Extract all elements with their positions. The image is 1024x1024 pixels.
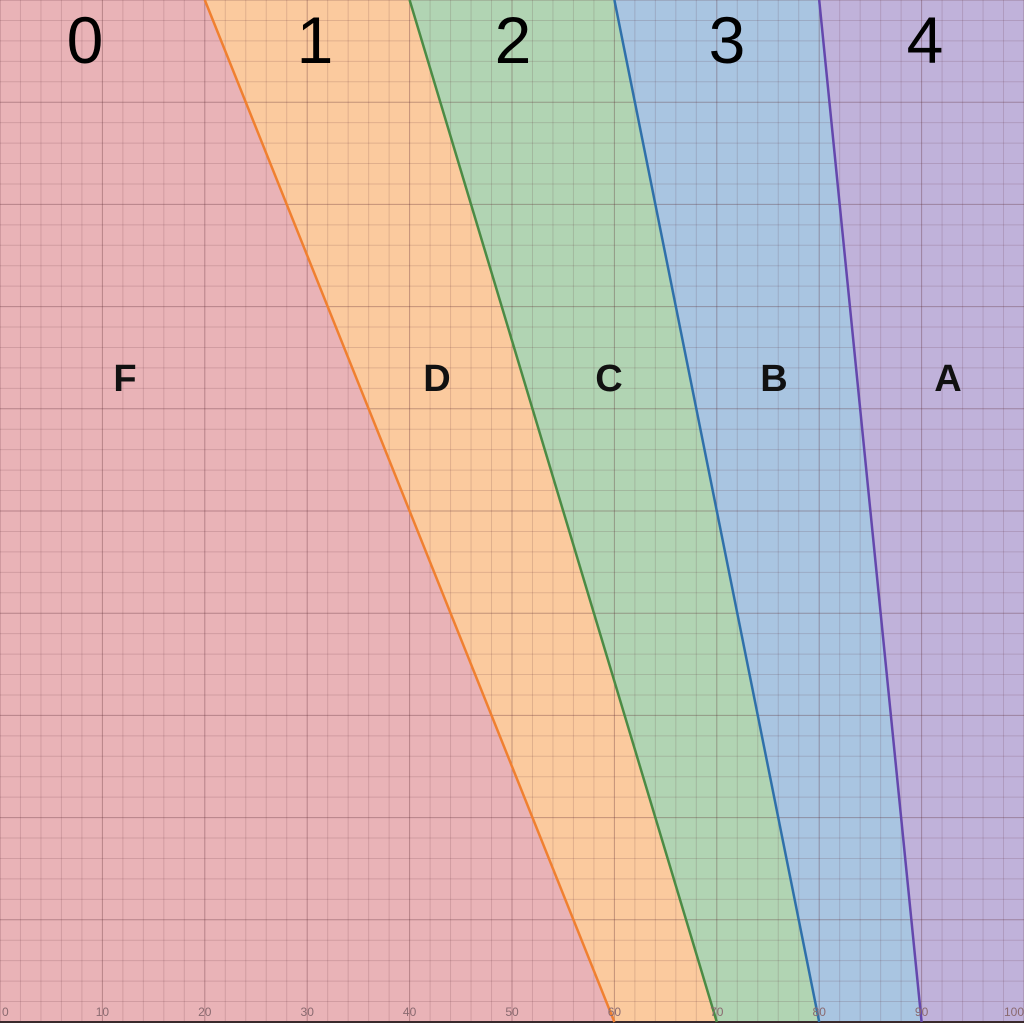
boundary-line-4 [817, 0, 923, 1023]
x-tick-label: 100 [1004, 1005, 1024, 1019]
x-tick-label: 0 [2, 1005, 9, 1019]
boundary-line-3 [613, 0, 821, 1023]
boundary-line-2 [408, 0, 718, 1023]
region-grade-label: A [934, 358, 961, 400]
x-tick-label: 10 [96, 1005, 110, 1019]
region-number-label: 3 [709, 3, 746, 77]
region-C [409, 0, 820, 1022]
x-tick-label: 30 [301, 1005, 315, 1019]
x-tick-label: 40 [403, 1005, 417, 1019]
region-number-label: 4 [907, 3, 944, 77]
region-grade-label: B [760, 358, 787, 400]
x-tick-label: 20 [198, 1005, 212, 1019]
x-tick-label: 70 [710, 1005, 724, 1019]
x-tick-label: 50 [505, 1005, 519, 1019]
boundary-line-1 [203, 0, 616, 1023]
region-grade-label: F [113, 358, 136, 400]
region-grade-label: C [595, 358, 622, 400]
region-A [819, 0, 1024, 1022]
x-tick-label: 90 [915, 1005, 929, 1019]
x-tick-label: 60 [608, 1005, 622, 1019]
region-F [0, 0, 615, 1022]
region-number-label: 1 [297, 3, 334, 77]
region-D [204, 0, 717, 1022]
region-number-label: 0 [67, 3, 104, 77]
region-number-label: 2 [495, 3, 532, 77]
x-tick-label: 80 [813, 1005, 827, 1019]
region-grade-label: D [423, 358, 450, 400]
